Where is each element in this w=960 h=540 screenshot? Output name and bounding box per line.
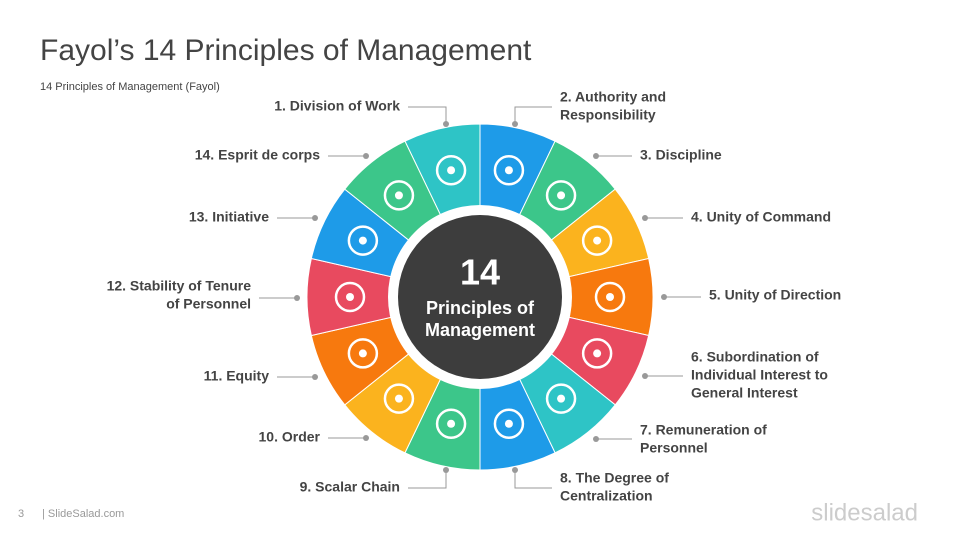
leader-dot [593,153,599,159]
leader-dot [312,374,318,380]
segment-icon [435,408,467,439]
segment-label: General Interest [691,385,798,401]
leader-dot [593,436,599,442]
segment-label: 5. Unity of Direction [709,287,841,303]
segment-label: 12. Stability of Tenure [107,278,252,294]
segment-label: Individual Interest to [691,367,828,383]
segment-label: 6. Subordination of [691,349,819,365]
segment-label: 9. Scalar Chain [300,479,400,495]
segment-icon-dot [358,349,367,358]
center-circle [398,215,562,379]
leader-line [408,106,447,124]
segment-label: 14. Esprit de corps [195,147,320,163]
leader-dot [363,153,369,159]
segment-label: 1. Division of Work [274,98,400,114]
segment-icon [545,180,577,211]
segment-label: Centralization [560,488,653,504]
footer-site: | SlideSalad.com [42,508,124,520]
segment-icon [581,338,613,369]
segment-label: 3. Discipline [640,147,722,163]
segment-icon-dot [593,236,602,245]
segment-label: Responsibility [560,107,656,123]
leader-line [408,470,447,489]
title: Fayol’s 14 Principles of Management [40,34,532,67]
segment-label: Personnel [640,440,708,456]
leader-dot [661,294,667,300]
center-text: Management [425,320,535,340]
leader-dot [443,121,449,127]
leader-dot [294,295,300,301]
segment-icon [581,225,613,256]
segment-label: 13. Initiative [189,209,269,225]
segment-icon-dot [447,419,456,428]
leader-dot [512,121,518,127]
segment-icon [545,383,577,414]
segment-icon [435,155,467,186]
segment-icon-dot [504,166,513,175]
subtitle: 14 Principles of Management (Fayol) [40,81,220,93]
segment-icon-dot [358,236,367,245]
page-number: 3 [18,508,24,520]
leader-dot [642,373,648,379]
segment-icon [347,338,379,369]
center-number: 14 [460,252,500,293]
leader-dot [642,215,648,221]
leader-dot [363,435,369,441]
segment-icon-dot [394,191,403,200]
segment-icon-dot [504,419,513,428]
segment-icon [594,281,626,313]
center-text: Principles of [426,298,535,318]
segment-label: 4. Unity of Command [691,209,831,225]
segment-label: of Personnel [166,296,251,312]
segment-icon [383,180,415,211]
segment-label: 2. Authority and [560,89,666,105]
segment-label: 8. The Degree of [560,470,669,486]
segment-icon-dot [447,166,456,175]
segment-label: 11. Equity [204,368,270,384]
segment-icon-dot [346,293,354,301]
leader-dot [512,467,518,473]
leader-line [514,106,552,124]
segment-icon [334,281,366,313]
segment-icon [383,383,415,414]
leader-dot [312,215,318,221]
segment-icon-dot [557,394,566,403]
segment-icon [347,225,379,256]
leader-line [514,470,552,489]
segment-label: 10. Order [259,429,321,445]
segment-icon-dot [557,191,566,200]
segment-label: 7. Remuneration of [640,422,767,438]
segment-icon-dot [394,394,403,403]
segment-icon-dot [593,349,602,358]
segment-icon-dot [606,293,614,301]
logo: slidesalad [811,499,918,526]
leader-dot [443,467,449,473]
segment-icon [493,408,525,439]
segment-icon [493,155,525,186]
